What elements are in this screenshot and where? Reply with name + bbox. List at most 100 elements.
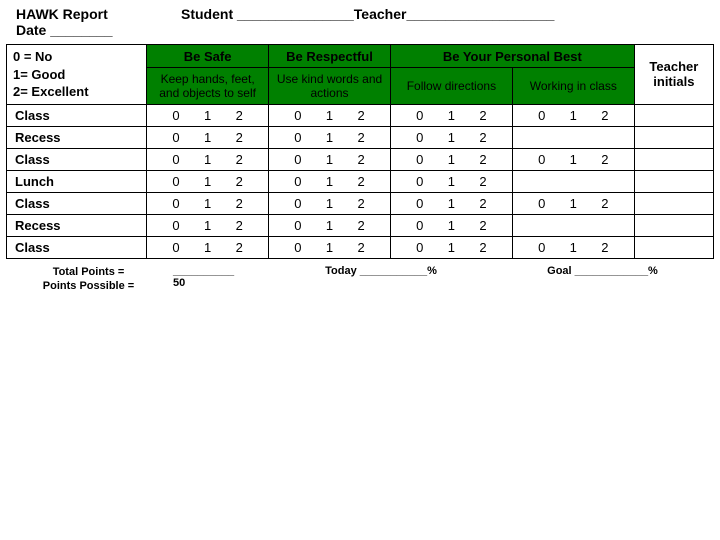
date-field: Date ________: [16, 22, 181, 38]
total-blank: __________: [173, 265, 271, 277]
score-table: 0 = No 1= Good 2= Excellent Be Safe Be R…: [6, 44, 714, 259]
table-row: Lunch012012012: [7, 170, 714, 192]
score-option: 2: [467, 174, 499, 189]
row-label: Recess: [7, 126, 147, 148]
initials-cell: [634, 170, 713, 192]
sub-respect: Use kind words and actions: [269, 68, 391, 105]
score-option: 0: [160, 218, 192, 233]
footer-goal: Goal ____________%: [491, 265, 714, 294]
cat-best: Be Your Personal Best: [390, 45, 634, 68]
table-row: Recess012012012: [7, 214, 714, 236]
score-option: 1: [436, 218, 468, 233]
row-label: Lunch: [7, 170, 147, 192]
header-left: HAWK Report Date ________: [16, 6, 181, 38]
score-cell: 012: [147, 192, 269, 214]
score-option: 0: [404, 130, 436, 145]
score-option: 2: [467, 218, 499, 233]
score-option: 1: [314, 218, 346, 233]
legend-0: 0 = No: [13, 48, 142, 66]
score-cell: 012: [269, 126, 391, 148]
score-option: 0: [160, 174, 192, 189]
sub-best2: Working in class: [512, 68, 634, 105]
row-label: Class: [7, 148, 147, 170]
score-option: 1: [192, 218, 224, 233]
score-option: 2: [467, 108, 499, 123]
score-cell: 012: [390, 126, 512, 148]
sub-best1: Follow directions: [390, 68, 512, 105]
score-option: 2: [345, 218, 377, 233]
legend-1: 1= Good: [13, 66, 142, 84]
score-option: 1: [192, 152, 224, 167]
score-cell: 012: [147, 126, 269, 148]
score-option: 1: [436, 152, 468, 167]
score-option: 0: [404, 196, 436, 211]
score-cell: 012: [147, 170, 269, 192]
score-option: 2: [223, 218, 255, 233]
score-cell: 012: [269, 214, 391, 236]
score-option: 0: [160, 196, 192, 211]
score-option: 0: [282, 174, 314, 189]
score-cell: 012: [269, 104, 391, 126]
score-option: 0: [160, 108, 192, 123]
table-row: Recess012012012: [7, 126, 714, 148]
table-row: Class012012012012: [7, 236, 714, 258]
score-cell: [512, 126, 634, 148]
teacher-field: Teacher___________________: [354, 6, 555, 22]
total-points-label: Total Points =: [6, 265, 171, 279]
footer: Total Points = Points Possible = _______…: [6, 259, 714, 294]
score-cell: 012: [390, 170, 512, 192]
category-row: 0 = No 1= Good 2= Excellent Be Safe Be R…: [7, 45, 714, 68]
score-cell: 012: [147, 148, 269, 170]
row-label: Recess: [7, 214, 147, 236]
score-option: 1: [314, 130, 346, 145]
score-option: 2: [467, 130, 499, 145]
score-cell: 012: [512, 148, 634, 170]
score-cell: 012: [390, 192, 512, 214]
score-cell: 012: [390, 236, 512, 258]
initials-cell: [634, 104, 713, 126]
score-cell: 012: [512, 192, 634, 214]
score-option: 2: [345, 174, 377, 189]
score-option: 0: [282, 218, 314, 233]
score-option: 0: [282, 196, 314, 211]
score-cell: [512, 170, 634, 192]
score-option: 2: [223, 130, 255, 145]
score-option: 2: [467, 240, 499, 255]
score-option: 0: [282, 240, 314, 255]
cat-respect: Be Respectful: [269, 45, 391, 68]
score-option: 1: [436, 130, 468, 145]
score-option: 1: [436, 196, 468, 211]
initials-cell: [634, 192, 713, 214]
score-option: 0: [404, 174, 436, 189]
score-option: 1: [314, 174, 346, 189]
cat-safe: Be Safe: [147, 45, 269, 68]
score-option: 0: [526, 240, 558, 255]
score-option: 1: [557, 240, 589, 255]
score-option: 2: [223, 152, 255, 167]
score-option: 2: [589, 196, 621, 211]
score-option: 2: [345, 108, 377, 123]
score-cell: 012: [147, 214, 269, 236]
points-possible-label: Points Possible =: [6, 279, 171, 293]
initials-cell: [634, 148, 713, 170]
score-cell: 012: [512, 236, 634, 258]
score-option: 0: [282, 108, 314, 123]
legend-cell: 0 = No 1= Good 2= Excellent: [7, 45, 147, 105]
score-cell: 012: [269, 148, 391, 170]
score-option: 2: [467, 196, 499, 211]
initials-cell: [634, 126, 713, 148]
score-option: 1: [557, 152, 589, 167]
cat-initials: Teacher initials: [634, 45, 713, 105]
score-option: 1: [436, 174, 468, 189]
score-option: 2: [589, 240, 621, 255]
row-label: Class: [7, 192, 147, 214]
score-option: 2: [223, 240, 255, 255]
score-option: 0: [404, 152, 436, 167]
score-option: 0: [526, 108, 558, 123]
score-option: 2: [467, 152, 499, 167]
score-option: 2: [345, 130, 377, 145]
initials-cell: [634, 214, 713, 236]
score-cell: 012: [269, 236, 391, 258]
score-option: 2: [223, 108, 255, 123]
initials-cell: [634, 236, 713, 258]
